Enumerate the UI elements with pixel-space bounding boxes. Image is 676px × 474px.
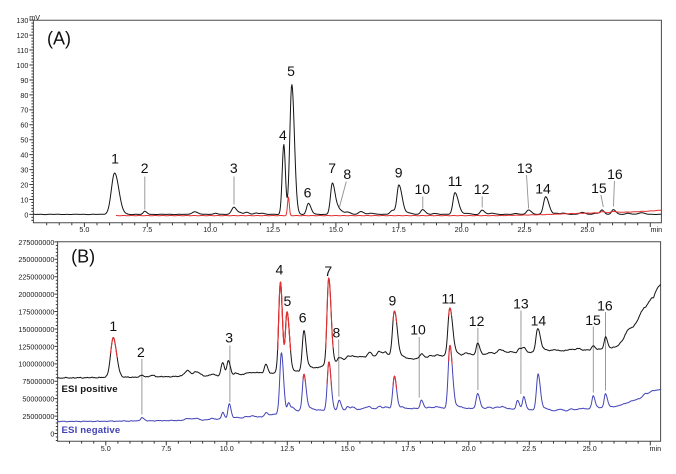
svg-text:60: 60 [20, 121, 28, 130]
svg-text:min: min [650, 444, 662, 453]
svg-text:12.5: 12.5 [266, 225, 280, 234]
svg-text:15.0: 15.0 [341, 444, 355, 453]
svg-text:20.0: 20.0 [455, 225, 469, 234]
svg-text:5.0: 5.0 [79, 225, 89, 234]
svg-text:1: 1 [111, 150, 119, 166]
svg-text:25.0: 25.0 [580, 225, 594, 234]
svg-text:14: 14 [535, 181, 551, 197]
svg-text:3: 3 [225, 330, 233, 346]
svg-text:10: 10 [410, 322, 426, 338]
svg-text:22.5: 22.5 [522, 444, 536, 453]
svg-text:10.0: 10.0 [203, 225, 217, 234]
svg-text:12: 12 [469, 313, 485, 329]
svg-text:(A): (A) [47, 28, 71, 48]
svg-text:mV: mV [29, 13, 40, 22]
svg-text:22.5: 22.5 [518, 225, 532, 234]
svg-text:250000000: 250000000 [18, 255, 54, 264]
svg-text:5.0: 5.0 [101, 444, 111, 453]
svg-text:(B): (B) [71, 247, 95, 267]
svg-text:275000000: 275000000 [18, 238, 54, 247]
svg-text:80: 80 [20, 91, 28, 100]
svg-text:6: 6 [299, 309, 307, 325]
svg-text:100000000: 100000000 [18, 360, 54, 369]
svg-text:7: 7 [324, 263, 332, 279]
svg-text:ESI positive: ESI positive [62, 384, 118, 395]
svg-text:125000000: 125000000 [18, 342, 54, 351]
svg-text:175000000: 175000000 [18, 307, 54, 316]
svg-text:3: 3 [230, 160, 238, 176]
svg-text:7: 7 [328, 160, 336, 176]
svg-text:25.0: 25.0 [583, 444, 597, 453]
svg-text:1: 1 [109, 318, 117, 334]
svg-text:5: 5 [287, 63, 295, 79]
svg-text:20.0: 20.0 [462, 444, 476, 453]
svg-text:100: 100 [16, 61, 28, 70]
svg-text:225000000: 225000000 [18, 273, 54, 282]
svg-text:40: 40 [20, 151, 28, 160]
svg-text:0: 0 [50, 429, 54, 438]
svg-text:0: 0 [24, 210, 28, 219]
svg-text:5: 5 [284, 293, 292, 309]
svg-text:70: 70 [20, 106, 28, 115]
svg-text:7.5: 7.5 [142, 225, 152, 234]
svg-text:15: 15 [591, 180, 607, 196]
svg-text:200000000: 200000000 [18, 290, 54, 299]
svg-text:2: 2 [141, 160, 149, 176]
svg-text:150000000: 150000000 [18, 325, 54, 334]
svg-text:15: 15 [585, 312, 601, 328]
svg-text:16: 16 [597, 297, 613, 313]
svg-text:13: 13 [513, 296, 529, 312]
svg-text:90: 90 [20, 76, 28, 85]
svg-text:15.0: 15.0 [329, 225, 343, 234]
svg-text:10.0: 10.0 [220, 444, 234, 453]
svg-text:17.5: 17.5 [401, 444, 415, 453]
svg-text:4: 4 [276, 261, 284, 277]
svg-text:50000000: 50000000 [22, 395, 54, 404]
svg-text:50: 50 [20, 136, 28, 145]
svg-text:9: 9 [395, 165, 403, 181]
svg-text:4: 4 [279, 127, 287, 143]
svg-text:17.5: 17.5 [392, 225, 406, 234]
svg-text:6: 6 [304, 185, 312, 201]
svg-text:110: 110 [17, 46, 28, 55]
svg-text:30: 30 [20, 165, 28, 174]
svg-text:10: 10 [415, 181, 431, 197]
svg-text:ESI negative: ESI negative [62, 425, 121, 436]
svg-text:2: 2 [137, 344, 145, 360]
svg-text:120: 120 [16, 31, 28, 40]
svg-text:11: 11 [442, 290, 457, 306]
svg-text:20: 20 [20, 180, 28, 189]
svg-text:7.5: 7.5 [161, 444, 171, 453]
svg-text:16: 16 [607, 166, 623, 182]
svg-text:14: 14 [531, 312, 547, 328]
svg-text:25000000: 25000000 [22, 412, 54, 421]
svg-text:11: 11 [448, 173, 463, 189]
svg-text:8: 8 [343, 166, 351, 182]
svg-text:9: 9 [389, 292, 397, 308]
svg-text:13: 13 [517, 160, 533, 176]
svg-text:8: 8 [333, 325, 341, 341]
svg-text:12.5: 12.5 [280, 444, 294, 453]
svg-text:75000000: 75000000 [22, 377, 54, 386]
svg-text:12: 12 [474, 181, 490, 197]
svg-text:10: 10 [20, 195, 28, 204]
svg-text:130: 130 [16, 16, 28, 25]
svg-text:min: min [651, 225, 663, 234]
